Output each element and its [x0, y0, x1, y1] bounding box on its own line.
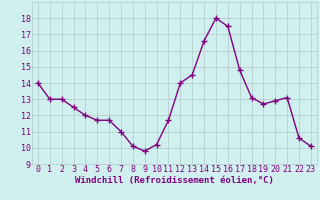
X-axis label: Windchill (Refroidissement éolien,°C): Windchill (Refroidissement éolien,°C): [75, 176, 274, 185]
